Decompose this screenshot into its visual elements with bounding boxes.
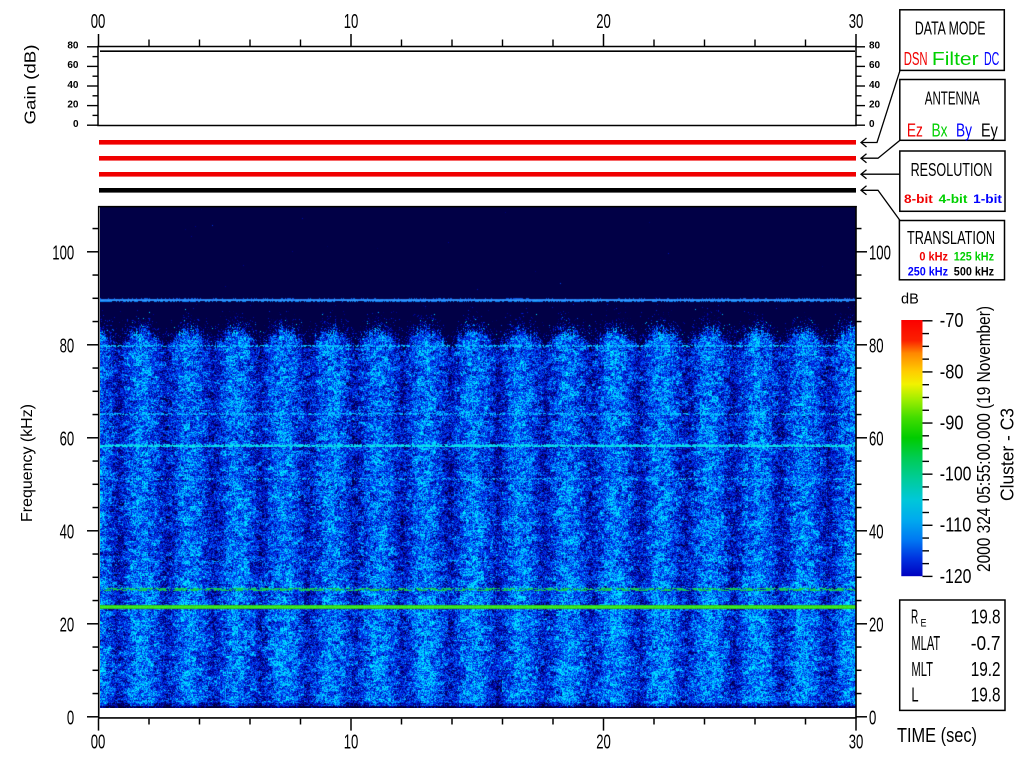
svg-text:40: 40 — [869, 80, 881, 91]
svg-text:1-bit: 1-bit — [973, 192, 1002, 206]
svg-text:500 kHz: 500 kHz — [954, 265, 994, 279]
svg-text:60: 60 — [869, 428, 884, 450]
svg-text:00: 00 — [91, 11, 106, 33]
svg-text:20: 20 — [596, 11, 611, 33]
svg-text:TIME (sec): TIME (sec) — [897, 725, 977, 747]
svg-text:dB: dB — [901, 292, 919, 308]
svg-text:19.8: 19.8 — [971, 607, 1001, 629]
svg-text:Bx: Bx — [932, 120, 948, 140]
svg-text:Ey: Ey — [981, 120, 998, 140]
svg-text:0: 0 — [67, 707, 74, 729]
svg-text:80: 80 — [869, 335, 884, 357]
svg-text:00: 00 — [91, 732, 106, 754]
svg-text:4-bit: 4-bit — [939, 192, 968, 206]
svg-text:40: 40 — [60, 521, 75, 543]
svg-text:40: 40 — [67, 80, 79, 91]
svg-text:40: 40 — [869, 521, 884, 543]
svg-text:0: 0 — [869, 119, 875, 130]
svg-text:TRANSLATION: TRANSLATION — [907, 228, 995, 248]
svg-text:-80: -80 — [940, 361, 964, 383]
svg-text:Frequency (kHz): Frequency (kHz) — [19, 404, 36, 522]
svg-text:80: 80 — [60, 335, 75, 357]
svg-text:20: 20 — [869, 614, 884, 636]
svg-text:Gain (dB): Gain (dB) — [23, 45, 40, 125]
svg-text:RESOLUTION: RESOLUTION — [911, 160, 993, 180]
svg-text:Ez: Ez — [907, 120, 923, 140]
svg-text:80: 80 — [67, 41, 79, 52]
svg-text:0: 0 — [73, 119, 79, 130]
svg-text:-90: -90 — [940, 412, 964, 434]
svg-text:19.2: 19.2 — [971, 659, 1001, 681]
svg-text:R: R — [911, 607, 918, 629]
svg-text:-120: -120 — [940, 566, 972, 588]
svg-text:By: By — [956, 120, 972, 140]
svg-text:100: 100 — [869, 242, 891, 264]
svg-text:L: L — [911, 685, 918, 707]
svg-text:-100: -100 — [940, 464, 972, 486]
svg-text:MLAT: MLAT — [911, 633, 940, 655]
svg-text:30: 30 — [849, 732, 864, 754]
svg-text:-110: -110 — [940, 515, 972, 537]
svg-text:2000 324 05:55:00.000 (19 Nove: 2000 324 05:55:00.000 (19 November) — [974, 306, 994, 572]
svg-text:80: 80 — [869, 41, 881, 52]
svg-text:10: 10 — [344, 732, 359, 754]
svg-text:10: 10 — [344, 11, 359, 33]
svg-text:20: 20 — [869, 99, 881, 110]
svg-text:100: 100 — [52, 242, 74, 264]
svg-text:8-bit: 8-bit — [904, 192, 933, 206]
svg-text:20: 20 — [67, 99, 79, 110]
svg-text:-0.7: -0.7 — [971, 633, 1001, 655]
svg-text:60: 60 — [67, 60, 79, 71]
svg-text:MLT: MLT — [911, 659, 933, 681]
svg-text:Filter: Filter — [932, 49, 979, 69]
svg-text:ANTENNA: ANTENNA — [925, 89, 980, 109]
svg-text:Cluster - C3: Cluster - C3 — [998, 408, 1018, 501]
svg-text:60: 60 — [60, 428, 75, 450]
svg-text:0: 0 — [869, 707, 876, 729]
svg-text:60: 60 — [869, 60, 881, 71]
svg-text:0 kHz: 0 kHz — [919, 250, 948, 264]
svg-text:250 kHz: 250 kHz — [908, 265, 948, 279]
svg-text:20: 20 — [596, 732, 611, 754]
svg-text:E: E — [921, 618, 927, 630]
svg-text:125 kHz: 125 kHz — [954, 250, 994, 264]
svg-text:19.8: 19.8 — [971, 685, 1001, 707]
svg-text:30: 30 — [849, 11, 864, 33]
svg-text:DSN: DSN — [904, 49, 928, 69]
svg-text:DATA MODE: DATA MODE — [915, 18, 986, 38]
svg-text:20: 20 — [60, 614, 75, 636]
svg-text:DC: DC — [984, 49, 999, 69]
svg-text:-70: -70 — [940, 310, 964, 332]
